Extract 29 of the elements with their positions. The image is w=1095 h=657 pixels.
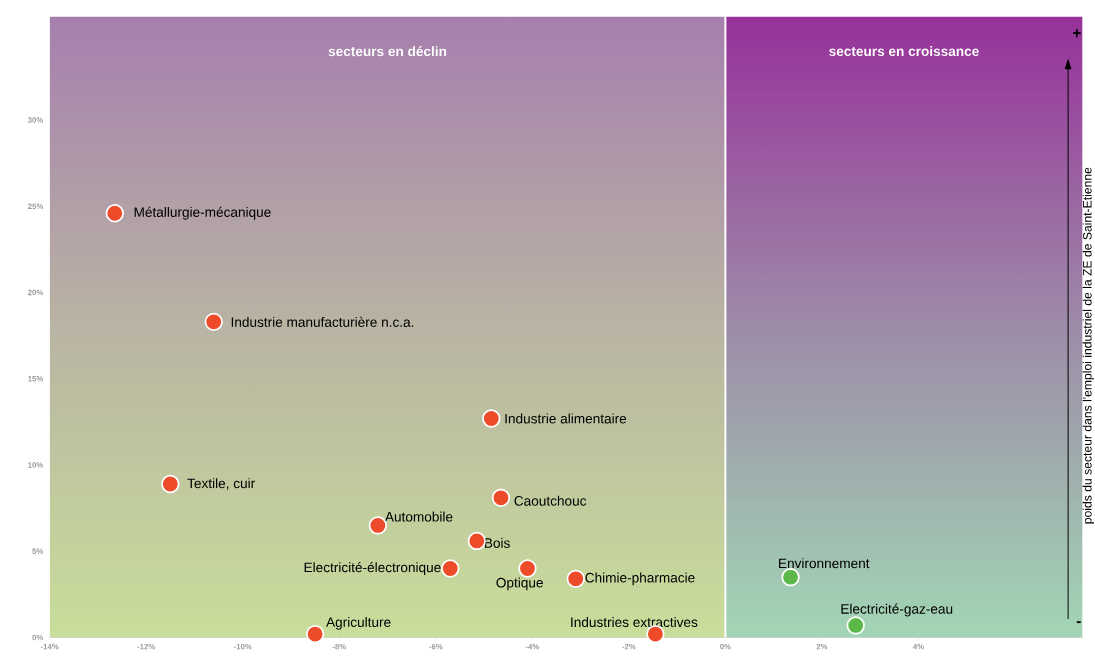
annotation: Industrie alimentaire bbox=[505, 413, 627, 424]
annotation: Industrie manufacturière n.c.a. bbox=[231, 316, 414, 327]
annotation: Textile, cuir bbox=[187, 478, 255, 490]
annotation: + bbox=[1072, 29, 1081, 38]
annotation: Automobile bbox=[384, 511, 453, 522]
annotation: Bois bbox=[484, 537, 510, 548]
band-label: secteurs en croissance bbox=[829, 46, 979, 57]
point bbox=[467, 531, 486, 551]
annotation: - bbox=[1076, 621, 1081, 624]
annotation: Optique bbox=[496, 577, 543, 591]
y-axis-title: poids du secteur dans l'emploi industriel de la ZE de Saint-Etienne bbox=[1082, 167, 1095, 524]
point bbox=[441, 559, 460, 578]
annotation: Industries extractives bbox=[571, 617, 698, 628]
point bbox=[204, 312, 223, 332]
annotation: Caoutchouc bbox=[514, 495, 587, 506]
point bbox=[518, 559, 537, 578]
annotation: Métallurgie-mécanique bbox=[134, 206, 271, 220]
annotation: Agriculture bbox=[326, 616, 391, 630]
annotation: Environnement bbox=[779, 558, 870, 569]
point bbox=[105, 204, 124, 223]
point bbox=[161, 474, 180, 494]
point bbox=[491, 488, 511, 507]
annotation: Chimie-pharmacie bbox=[585, 572, 695, 586]
point bbox=[566, 569, 585, 589]
annotation: Electricité-gaz-eau bbox=[841, 603, 953, 617]
point bbox=[482, 409, 501, 428]
band-label: secteurs en déclin bbox=[328, 46, 447, 57]
point bbox=[781, 567, 800, 587]
annotation: Electricité-électronique bbox=[304, 562, 441, 575]
